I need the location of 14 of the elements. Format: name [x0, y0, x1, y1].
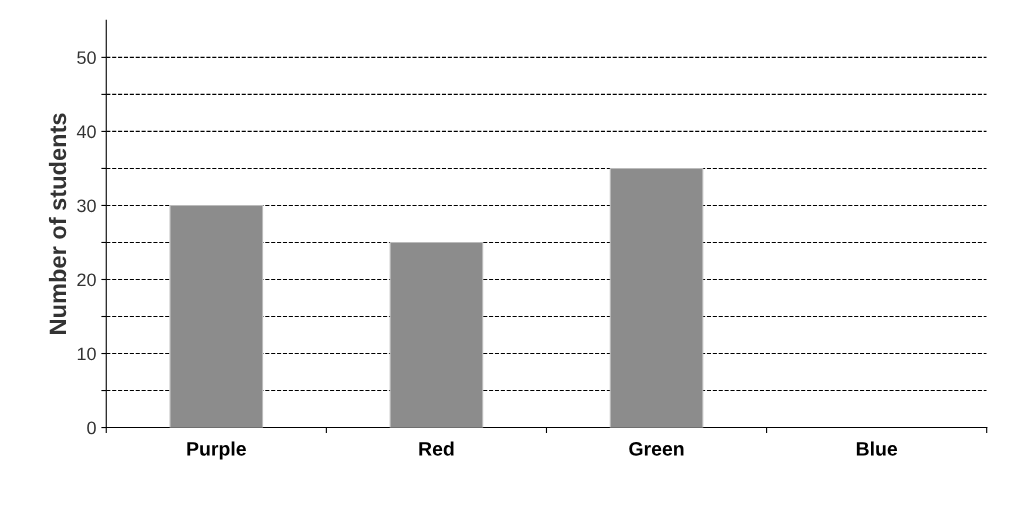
x-tick-label: Blue: [856, 441, 898, 456]
y-tick-label: 20: [77, 273, 96, 287]
bar: [389, 241, 484, 428]
y-tick-label: 30: [77, 199, 96, 213]
x-tick-label: Green: [629, 441, 684, 456]
x-tick-label: Purple: [187, 441, 246, 460]
y-tick-label: 50: [77, 51, 96, 65]
y-tick-label: 10: [77, 347, 96, 361]
y-tick-label: 0: [87, 421, 96, 435]
bar: [169, 204, 264, 428]
x-tick-label: Red: [419, 441, 454, 456]
bar: [609, 167, 704, 428]
y-tick-label: 40: [76, 125, 96, 139]
y-axis-title: Number of students: [48, 113, 67, 334]
